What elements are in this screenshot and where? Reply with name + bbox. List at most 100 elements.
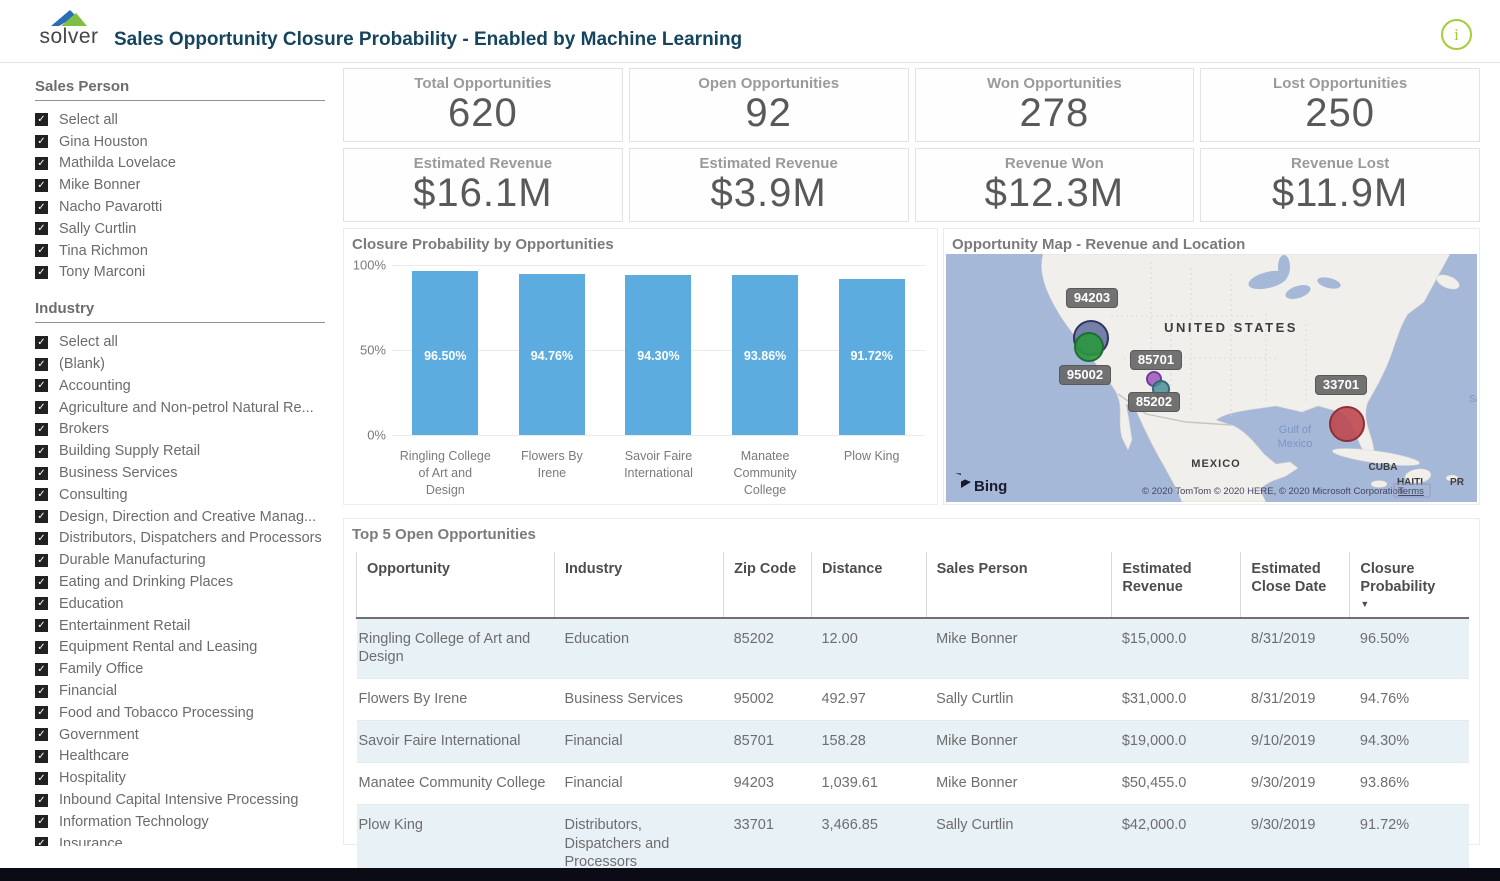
checkbox-checked-icon[interactable]	[35, 706, 48, 720]
filter-item-label: Financial	[59, 683, 118, 700]
checkbox-checked-icon[interactable]	[35, 684, 48, 698]
checkbox-checked-icon[interactable]	[35, 749, 48, 763]
table-column-header[interactable]: Closure Probability ▼	[1349, 552, 1469, 618]
checkbox-checked-icon[interactable]	[35, 222, 48, 236]
filter-checkbox-item[interactable]: Information Technology	[35, 811, 337, 833]
filter-checkbox-item[interactable]: Government	[35, 724, 337, 746]
checkbox-checked-icon[interactable]	[35, 401, 48, 415]
filter-checkbox-item[interactable]: Hospitality	[35, 767, 337, 789]
checkbox-checked-icon[interactable]	[35, 244, 48, 258]
filter-item-label: Government	[59, 726, 139, 743]
filter-item-label: Building Supply Retail	[59, 443, 201, 460]
map-terms-link[interactable]: Terms	[1398, 486, 1424, 497]
cell-zip-code: 85202	[733, 630, 774, 647]
table-column-header[interactable]: Industry	[554, 552, 724, 618]
checkbox-checked-icon[interactable]	[35, 488, 48, 502]
filter-checkbox-item[interactable]: Tony Marconi	[35, 262, 337, 284]
filter-checkbox-item[interactable]: Building Supply Retail	[35, 440, 337, 462]
table-row[interactable]: Flowers By Irene Business Services 95002…	[356, 679, 1469, 721]
checkbox-checked-icon[interactable]	[35, 553, 48, 567]
zip-code-label: 94203	[1066, 288, 1118, 308]
checkbox-checked-icon[interactable]	[35, 728, 48, 742]
filter-checkbox-item[interactable]: Design, Direction and Creative Manag...	[35, 506, 337, 528]
filter-checkbox-item[interactable]: Insurance	[35, 833, 337, 846]
filter-checkbox-item[interactable]: Sally Curtlin	[35, 218, 337, 240]
table-row[interactable]: Manatee Community College Financial 9420…	[356, 762, 1469, 805]
filter-checkbox-item[interactable]: Tina Richmon	[35, 240, 337, 262]
bar[interactable]	[625, 274, 692, 435]
checkbox-checked-icon[interactable]	[35, 575, 48, 589]
checkbox-checked-icon[interactable]	[35, 113, 48, 127]
bar[interactable]	[412, 270, 479, 435]
cell-closure-probability: 94.76%	[1359, 691, 1410, 708]
checkbox-checked-icon[interactable]	[35, 335, 48, 349]
filter-checkbox-item[interactable]: Healthcare	[35, 746, 337, 768]
filter-checkbox-item[interactable]: Mike Bonner	[35, 174, 337, 196]
filter-item-label: Gina Houston	[59, 133, 148, 150]
filter-checkbox-item[interactable]: Food and Tobacco Processing	[35, 702, 337, 724]
bar[interactable]	[838, 279, 905, 435]
filter-checkbox-item[interactable]: Family Office	[35, 658, 337, 680]
checkbox-checked-icon[interactable]	[35, 178, 48, 192]
table-column-header[interactable]: Sales Person	[925, 552, 1112, 618]
filter-checkbox-item[interactable]: Nacho Pavarotti	[35, 196, 337, 218]
filter-checkbox-item[interactable]: (Blank)	[35, 353, 337, 375]
checkbox-checked-icon[interactable]	[35, 265, 48, 279]
kpi-card-value: 278	[1019, 91, 1090, 135]
checkbox-checked-icon[interactable]	[35, 619, 48, 633]
checkbox-checked-icon[interactable]	[35, 815, 48, 829]
checkbox-checked-icon[interactable]	[35, 793, 48, 807]
checkbox-checked-icon[interactable]	[35, 379, 48, 393]
filter-checkbox-item[interactable]: Gina Houston	[35, 131, 337, 153]
filter-checkbox-item[interactable]: Equipment Rental and Leasing	[35, 637, 337, 659]
table-column-header[interactable]: Estimated Revenue	[1111, 552, 1241, 618]
sales-person-filter-list: Select all Gina Houston Mathilda Lovelac…	[35, 109, 337, 283]
cell-industry: Business Services	[564, 691, 683, 708]
table-column-header[interactable]: Estimated Close Date	[1240, 552, 1350, 618]
filter-checkbox-item[interactable]: Business Services	[35, 462, 337, 484]
filter-checkbox-item[interactable]: Inbound Capital Intensive Processing	[35, 789, 337, 811]
revenue-bubble[interactable]	[1329, 406, 1365, 442]
bing-map[interactable]: UNITED STATES MEXICO Gulf of Mexico CUBA…	[946, 254, 1477, 502]
filter-checkbox-item[interactable]: Agriculture and Non-petrol Natural Re...	[35, 397, 337, 419]
checkbox-checked-icon[interactable]	[35, 662, 48, 676]
checkbox-checked-icon[interactable]	[35, 531, 48, 545]
table-column-header[interactable]: Distance	[810, 552, 927, 618]
checkbox-checked-icon[interactable]	[35, 597, 48, 611]
table-column-header[interactable]: Zip Code	[723, 552, 812, 618]
bar[interactable]	[518, 273, 585, 435]
checkbox-checked-icon[interactable]	[35, 156, 48, 170]
revenue-bubble[interactable]	[1074, 332, 1104, 362]
filter-checkbox-item[interactable]: Entertainment Retail	[35, 615, 337, 637]
filter-checkbox-item[interactable]: Select all	[35, 109, 337, 131]
filter-checkbox-item[interactable]: Brokers	[35, 419, 337, 441]
filter-checkbox-item[interactable]: Education	[35, 593, 337, 615]
checkbox-checked-icon[interactable]	[35, 200, 48, 214]
table-row[interactable]: Ringling College of Art and Design Educa…	[356, 617, 1469, 679]
cell-opportunity: Ringling College of Art and Design	[358, 630, 531, 666]
kpi-card-label: Lost Opportunities	[1273, 75, 1408, 92]
checkbox-checked-icon[interactable]	[35, 510, 48, 524]
filter-checkbox-item[interactable]: Financial	[35, 680, 337, 702]
filter-checkbox-item[interactable]: Mathilda Lovelace	[35, 153, 337, 175]
table-row[interactable]: Savoir Faire International Financial 857…	[356, 720, 1469, 763]
filter-checkbox-item[interactable]: Distributors, Dispatchers and Processors	[35, 528, 337, 550]
checkbox-checked-icon[interactable]	[35, 444, 48, 458]
sort-descending-icon[interactable]: ▼	[1360, 599, 1370, 610]
checkbox-checked-icon[interactable]	[35, 771, 48, 785]
filter-checkbox-item[interactable]: Eating and Drinking Places	[35, 571, 337, 593]
filter-checkbox-item[interactable]: Consulting	[35, 484, 337, 506]
info-icon[interactable]: i	[1441, 19, 1472, 50]
cell-estimated-revenue: $15,000.0	[1121, 630, 1187, 647]
checkbox-checked-icon[interactable]	[35, 837, 48, 846]
table-column-header[interactable]: Opportunity	[355, 552, 555, 618]
filter-checkbox-item[interactable]: Select all	[35, 331, 337, 353]
bar[interactable]	[732, 275, 799, 435]
filter-checkbox-item[interactable]: Durable Manufacturing	[35, 549, 337, 571]
checkbox-checked-icon[interactable]	[35, 422, 48, 436]
filter-checkbox-item[interactable]: Accounting	[35, 375, 337, 397]
checkbox-checked-icon[interactable]	[35, 135, 48, 149]
checkbox-checked-icon[interactable]	[35, 640, 48, 654]
checkbox-checked-icon[interactable]	[35, 357, 48, 371]
checkbox-checked-icon[interactable]	[35, 466, 48, 480]
